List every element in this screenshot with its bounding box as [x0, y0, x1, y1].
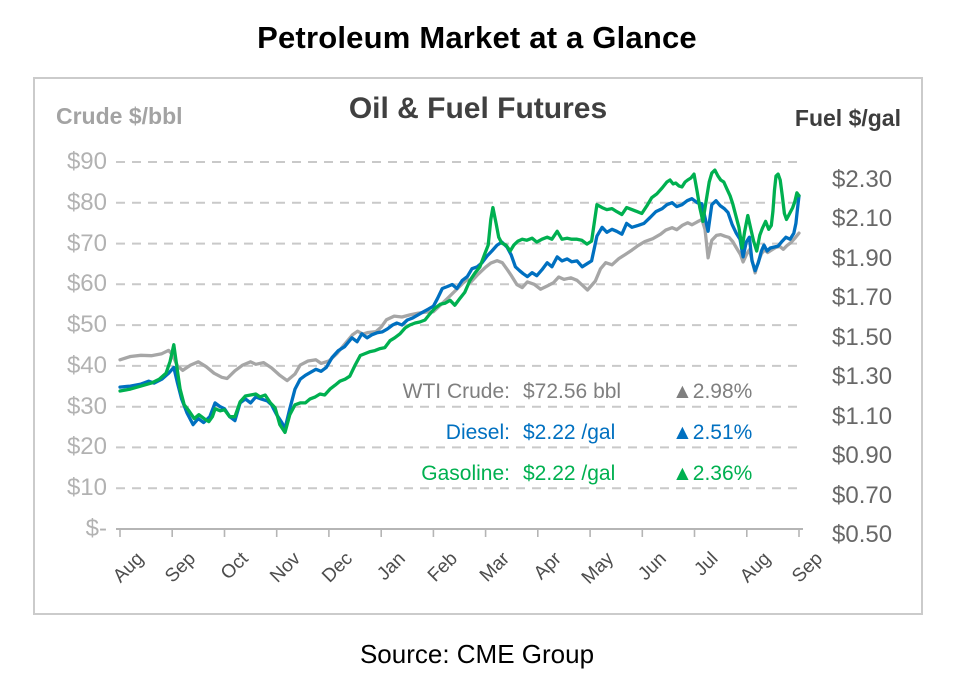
series-line-diesel — [118, 194, 801, 431]
left-axis-tick-label: $- — [85, 515, 107, 542]
legend-row-gasoline: Gasoline: $2.22 /gal ▲2.36% — [421, 460, 760, 488]
right-axis-tick-label: $1.70 — [832, 284, 893, 312]
legend-change-value: 2.51% — [692, 421, 753, 444]
right-axis-tick-label: $2.30 — [832, 166, 893, 193]
legend-row-diesel: Diesel: $2.22 /gal ▲2.51% — [446, 419, 760, 447]
legend-series-value: $2.22 /gal — [523, 421, 616, 444]
legend-series-name: Gasoline: — [421, 462, 510, 485]
left-axis-tick-label: $80 — [66, 188, 107, 216]
series-line-wti-crude — [118, 217, 801, 383]
legend-change-value: 2.36% — [692, 462, 753, 485]
legend-row-wti-crude: WTI Crude: $72.56 bbl ▲2.98% — [403, 378, 760, 406]
up-triangle-icon: ▲ — [672, 421, 693, 444]
left-axis-tick-label: $90 — [66, 148, 107, 175]
source-caption: Source: CME Group — [359, 639, 595, 669]
right-axis-tick-label: $1.90 — [832, 244, 893, 272]
up-triangle-icon: ▲ — [672, 462, 693, 485]
page-title: Petroleum Market at a Glance — [257, 20, 697, 55]
left-axis-tick-label: $50 — [66, 311, 107, 339]
right-axis-tick-label: $0.90 — [832, 442, 893, 470]
left-axis-title: Crude $/bbl — [56, 103, 183, 129]
right-axis-tick-label: $0.50 — [832, 521, 893, 548]
left-axis-tick-label: $30 — [66, 392, 107, 420]
chart-area: Crude $/bbl Oil & Fuel Futures Fuel $/ga… — [35, 79, 921, 613]
legend-series-value: $72.56 bbl — [523, 380, 622, 403]
right-axis-tick-label: $2.10 — [832, 205, 893, 233]
left-axis-tick-label: $60 — [66, 270, 107, 298]
legend-series-change: ▲2.98% — [672, 378, 760, 406]
right-axis-tick-label: $1.10 — [832, 402, 893, 430]
left-axis-tick-label: $40 — [66, 351, 107, 379]
chart-title: Oil & Fuel Futures — [348, 92, 608, 125]
series-line-gasoline — [118, 168, 801, 435]
up-triangle-icon: ▲ — [672, 380, 693, 403]
right-axis-tick-label: $1.30 — [832, 363, 893, 391]
right-axis-tick-label: $1.50 — [832, 323, 893, 351]
legend-series-value: $2.22 /gal — [523, 462, 616, 485]
legend-series-name: Diesel: — [445, 421, 510, 444]
legend-change-value: 2.98% — [692, 380, 753, 403]
legend-series-change: ▲2.51% — [672, 419, 760, 447]
legend-series-change: ▲2.36% — [672, 460, 760, 488]
left-axis-tick-label: $10 — [66, 474, 107, 502]
right-axis-tick-label: $0.70 — [832, 481, 893, 509]
plot-svg — [116, 161, 803, 537]
chart-legend: WTI Crude: $72.56 bbl ▲2.98% Diesel: $2.… — [403, 378, 760, 488]
right-axis-title: Fuel $/gal — [794, 105, 901, 131]
left-axis-tick-label: $20 — [66, 433, 107, 461]
legend-series-name: WTI Crude: — [402, 380, 510, 403]
chart-panel: Crude $/bbl Oil & Fuel Futures Fuel $/ga… — [33, 77, 923, 615]
left-axis-tick-label: $70 — [66, 229, 107, 257]
